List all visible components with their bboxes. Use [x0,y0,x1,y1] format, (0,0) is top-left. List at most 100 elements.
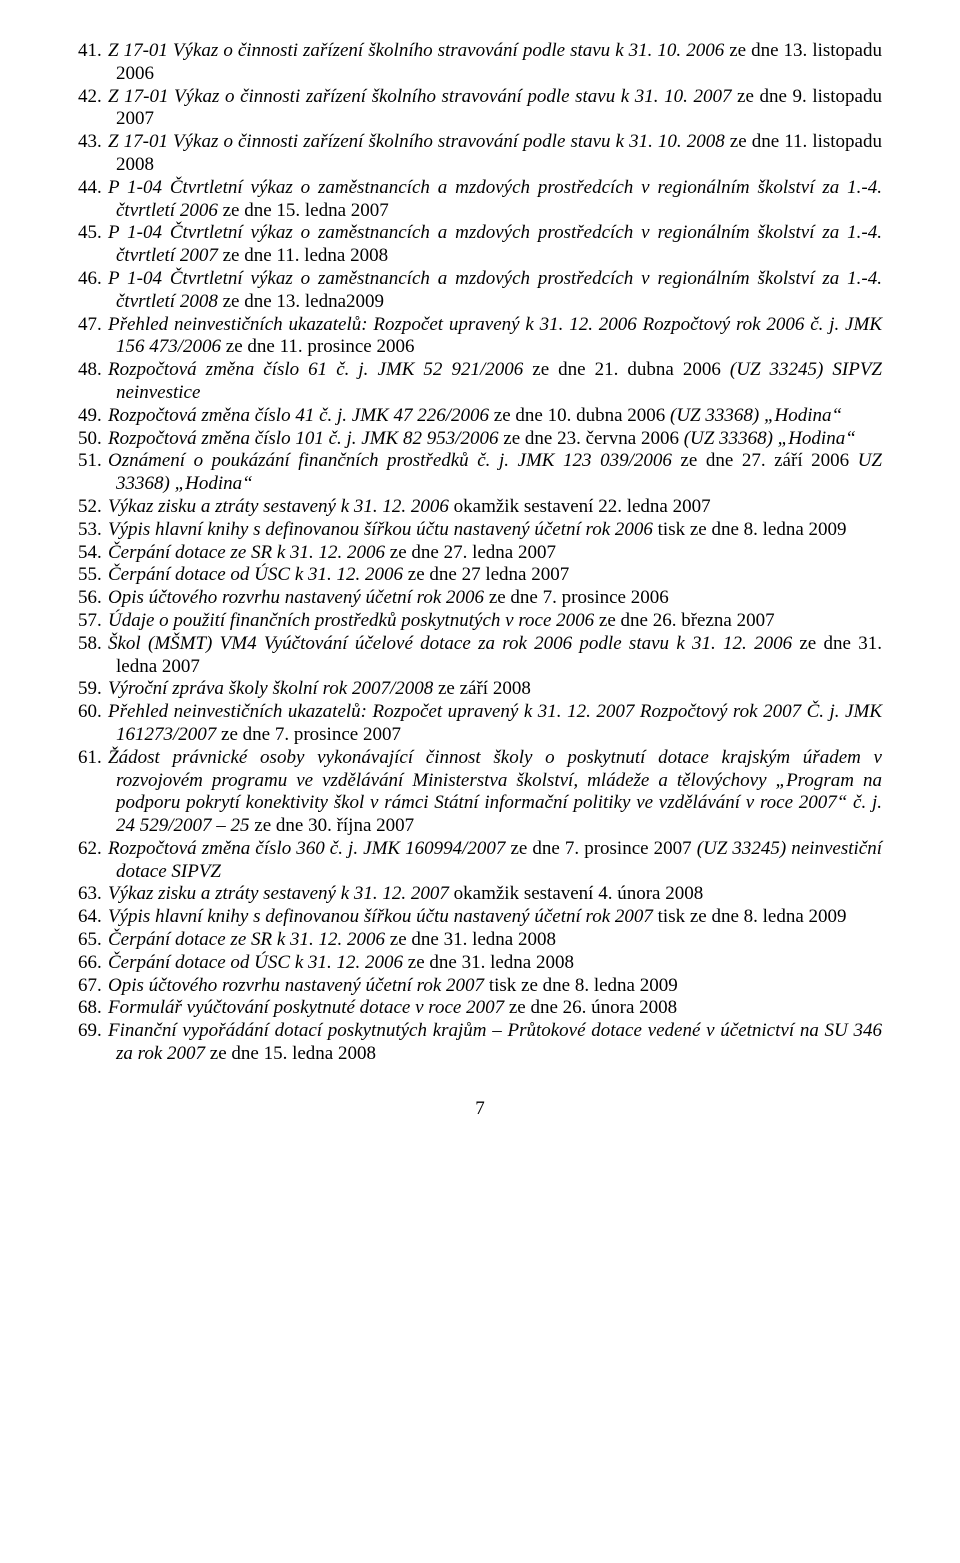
text-segment: ze dne 23. června 2006 [499,428,684,449]
list-item: 64.Výpis hlavní knihy s definovanou šířk… [78,906,882,929]
list-item: 49.Rozpočtová změna číslo 41 č. j. JMK 4… [78,405,882,428]
text-segment: ze dne 27. září 2006 [672,450,858,471]
list-item: 55.Čerpání dotace od ÚSC k 31. 12. 2006 … [78,564,882,587]
text-segment: ze dne 31. ledna 2008 [403,952,574,973]
text-segment: Čerpání dotace od ÚSC k 31. 12. 2006 [108,564,403,585]
text-segment: Z 17-01 Výkaz o činnosti zařízení školní… [108,131,725,152]
list-item: 54.Čerpání dotace ze SR k 31. 12. 2006 z… [78,542,882,565]
text-segment: Čerpání dotace od ÚSC k 31. 12. 2006 [108,952,403,973]
text-segment: Výpis hlavní knihy s definovanou šířkou … [108,519,653,540]
list-item: 46.P 1-04 Čtvrtletní výkaz o zaměstnancí… [78,268,882,314]
text-segment: (UZ 33368) „Hodina“ [684,428,856,449]
page-number: 7 [78,1098,882,1121]
item-number: 49. [78,405,108,428]
text-segment: ze dne 15. ledna 2008 [205,1043,376,1064]
text-segment: ze dne 7. prosince 2007 [216,724,401,745]
text-segment: ze dne 11. ledna 2008 [218,245,388,266]
list-item: 51.Oznámení o poukázání finančních prost… [78,450,882,496]
list-item: 44.P 1-04 Čtvrtletní výkaz o zaměstnancí… [78,177,882,223]
text-segment: Opis účtového rozvrhu nastavený účetní r… [108,975,484,996]
list-item: 45.P 1-04 Čtvrtletní výkaz o zaměstnancí… [78,222,882,268]
list-item: 60.Přehled neinvestičních ukazatelů: Roz… [78,701,882,747]
list-item: 69.Finanční vypořádání dotací poskytnutý… [78,1020,882,1066]
list-item: 68.Formulář vyúčtování poskytnuté dotace… [78,997,882,1020]
text-segment: ze dne 26. března 2007 [594,610,774,631]
numbered-list: 41.Z 17-01 Výkaz o činnosti zařízení ško… [78,40,882,1066]
text-segment: Rozpočtová změna číslo 61 č. j. JMK 52 9… [108,359,523,380]
list-item: 56.Opis účtového rozvrhu nastavený účetn… [78,587,882,610]
list-item: 57.Údaje o použití finančních prostředků… [78,610,882,633]
text-segment: Rozpočtová změna číslo 41 č. j. JMK 47 2… [108,405,489,426]
item-number: 43. [78,131,108,154]
list-item: 50.Rozpočtová změna číslo 101 č. j. JMK … [78,428,882,451]
list-item: 42.Z 17-01 Výkaz o činnosti zařízení ško… [78,86,882,132]
text-segment: Rozpočtová změna číslo 101 č. j. JMK 82 … [108,428,499,449]
text-segment: ze dne 27. ledna 2007 [385,542,556,563]
item-number: 53. [78,519,108,542]
text-segment: ze dne 7. prosince 2006 [484,587,669,608]
text-segment: ze dne 21. dubna 2006 [523,359,730,380]
item-number: 69. [78,1020,108,1043]
text-segment: Údaje o použití finančních prostředků po… [108,610,594,631]
text-segment: ze září 2008 [433,678,531,699]
text-segment: Škol (MŠMT) VM4 Vyúčtování účelové dotac… [108,633,792,654]
text-segment: Výkaz zisku a ztráty sestavený k 31. 12.… [108,883,449,904]
item-number: 59. [78,678,108,701]
text-segment: ze dne 27 ledna 2007 [403,564,569,585]
text-segment: Výpis hlavní knihy s definovanou šířkou … [108,906,653,927]
text-segment: ze dne 13. ledna2009 [218,291,384,312]
item-number: 44. [78,177,108,200]
list-item: 48.Rozpočtová změna číslo 61 č. j. JMK 5… [78,359,882,405]
item-number: 57. [78,610,108,633]
list-item: 59.Výroční zpráva školy školní rok 2007/… [78,678,882,701]
text-segment: Čerpání dotace ze SR k 31. 12. 2006 [108,542,385,563]
text-segment: ze dne 10. dubna 2006 [489,405,670,426]
item-number: 67. [78,975,108,998]
item-number: 66. [78,952,108,975]
item-number: 65. [78,929,108,952]
item-number: 56. [78,587,108,610]
item-number: 55. [78,564,108,587]
item-number: 41. [78,40,108,63]
text-segment: (UZ 33368) „Hodina“ [670,405,842,426]
list-item: 62.Rozpočtová změna číslo 360 č. j. JMK … [78,838,882,884]
text-segment: tisk ze dne 8. ledna 2009 [653,906,847,927]
list-item: 66.Čerpání dotace od ÚSC k 31. 12. 2006 … [78,952,882,975]
list-item: 41.Z 17-01 Výkaz o činnosti zařízení ško… [78,40,882,86]
item-number: 64. [78,906,108,929]
item-number: 46. [78,268,108,291]
list-item: 63.Výkaz zisku a ztráty sestavený k 31. … [78,883,882,906]
text-segment: ze dne 26. února 2008 [504,997,677,1018]
text-segment: ze dne 31. ledna 2008 [385,929,556,950]
list-item: 52.Výkaz zisku a ztráty sestavený k 31. … [78,496,882,519]
text-segment: okamžik sestavení 22. ledna 2007 [449,496,711,517]
item-number: 47. [78,314,108,337]
text-segment: Opis účtového rozvrhu nastavený účetní r… [108,587,484,608]
text-segment: Z 17-01 Výkaz o činnosti zařízení školní… [108,40,724,61]
item-number: 58. [78,633,108,656]
text-segment: Výkaz zisku a ztráty sestavený k 31. 12.… [108,496,449,517]
list-item: 58.Škol (MŠMT) VM4 Vyúčtování účelové do… [78,633,882,679]
item-number: 48. [78,359,108,382]
item-number: 50. [78,428,108,451]
document-page: 41.Z 17-01 Výkaz o činnosti zařízení ško… [0,0,960,1563]
text-segment: ze dne 11. prosince 2006 [221,336,414,357]
text-segment: Žádost právnické osoby vykonávající činn… [108,747,882,836]
list-item: 65.Čerpání dotace ze SR k 31. 12. 2006 z… [78,929,882,952]
item-number: 51. [78,450,108,473]
item-number: 52. [78,496,108,519]
item-number: 42. [78,86,108,109]
item-number: 68. [78,997,108,1020]
item-number: 62. [78,838,108,861]
list-item: 43.Z 17-01 Výkaz o činnosti zařízení ško… [78,131,882,177]
item-number: 61. [78,747,108,770]
text-segment: Čerpání dotace ze SR k 31. 12. 2006 [108,929,385,950]
text-segment: Z 17-01 Výkaz o činnosti zařízení školní… [108,86,731,107]
item-number: 45. [78,222,108,245]
list-item: 61.Žádost právnické osoby vykonávající č… [78,747,882,838]
text-segment: tisk ze dne 8. ledna 2009 [653,519,847,540]
item-number: 60. [78,701,108,724]
item-number: 54. [78,542,108,565]
text-segment: ze dne 7. prosince 2007 [505,838,696,859]
text-segment: Výroční zpráva školy školní rok 2007/200… [108,678,433,699]
